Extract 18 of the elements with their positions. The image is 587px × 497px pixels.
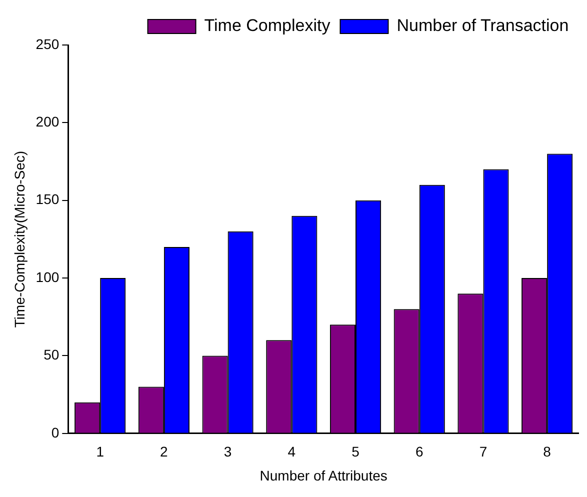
- x-tick-label: 6: [415, 444, 424, 460]
- y-tick-label: 200: [36, 114, 60, 130]
- y-tick-label: 0: [51, 424, 60, 440]
- x-tick-label: 2: [160, 444, 168, 460]
- x-tick-label: 4: [288, 444, 296, 460]
- y-tick-label: 250: [36, 36, 60, 52]
- y-tick-label: 50: [44, 346, 60, 363]
- y-tick-label: 150: [36, 191, 60, 208]
- x-tick-label: 7: [479, 444, 488, 460]
- y-axis-title: Time-Complexity(Micro-Sec): [11, 150, 28, 328]
- x-axis-title: Number of Attributes: [260, 467, 388, 484]
- legend-label: Number of Transaction: [396, 16, 569, 36]
- x-tick-label: 8: [543, 444, 552, 460]
- x-tick-label: 1: [96, 444, 104, 460]
- x-tick-label: 5: [352, 444, 360, 460]
- legend-label: Time Complexity: [204, 16, 331, 36]
- x-tick-label: 3: [224, 444, 232, 460]
- y-tick-label: 100: [36, 268, 60, 285]
